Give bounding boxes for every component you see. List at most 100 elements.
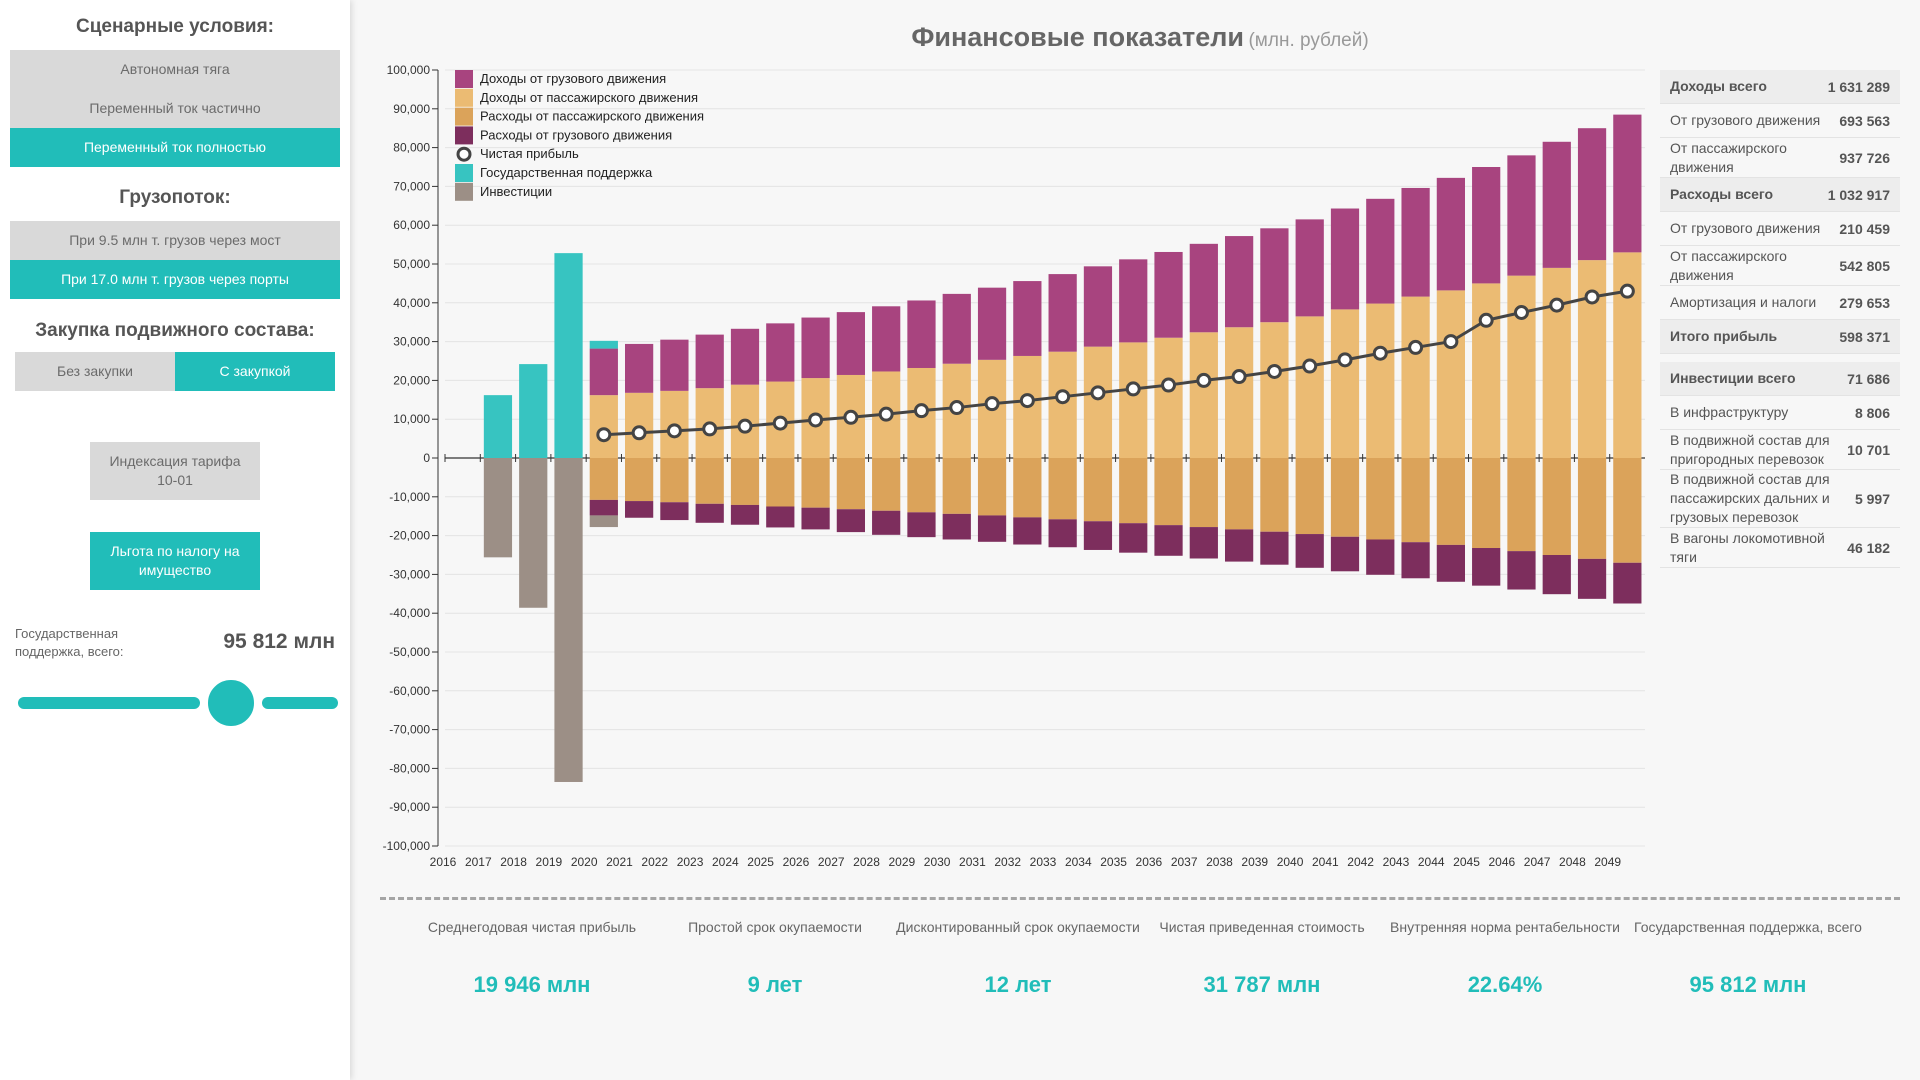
legend-swatch-investment [455,182,473,201]
bar-pass-expense [1083,458,1113,522]
bar-freight-income [836,312,865,375]
summary-row: Расходы всего 1 032 917 [1660,178,1900,212]
bar-freight-expense [1436,544,1465,582]
cargo-option-ports[interactable]: При 17.0 млн т. грузов через порты [10,260,340,299]
bar-pass-expense [1542,458,1571,555]
cargo-option-bridge[interactable]: При 9.5 млн т. грузов через мост [10,221,340,260]
kpi-label: Государственная поддержка, всего [1634,919,1862,935]
rolling-option-no-purchase[interactable]: Без закупки [15,352,175,391]
x-tick-label: 2043 [1383,855,1410,869]
bar-pass-income [1472,283,1501,458]
summary-value: 8 806 [1854,404,1890,421]
summary-label: От пассажирского движения [1670,247,1787,283]
profit-point [1161,377,1177,393]
bar-freight-income [1048,274,1077,352]
support-label: Государственная поддержка, всего: [15,626,124,659]
legend-label[interactable]: Доходы от пассажирского движения [480,90,698,105]
bar-pass-expense [1577,458,1607,559]
y-tick-label: 90,000 [393,102,430,116]
bar-freight-income [801,317,830,379]
x-tick-label: 2044 [1418,855,1445,869]
legend-label[interactable]: Чистая прибыль [480,146,579,161]
x-tick-label: 2042 [1347,855,1374,869]
legend-swatch-pass-income [455,88,473,107]
kpi-card: Простой срок окупаемости 9 лет [650,918,900,998]
summary-row: Инвестиции всего 71 686 [1660,362,1900,396]
summary-label: От пассажирского движения [1670,139,1787,175]
bar-freight-expense [1472,548,1501,586]
tariff-indexation-button[interactable]: Индексация тарифа 10-01 [90,442,260,500]
summary-value: 1 032 917 [1827,186,1890,203]
summary-label: В вагоны локомотивной тяги [1670,529,1825,565]
kpi-label: Среднегодовая чистая прибыль [427,919,637,935]
x-tick-label: 2030 [924,855,951,869]
legend-label[interactable]: Доходы от грузового движения [480,71,666,86]
legend-swatch-freight-expense [455,126,473,145]
bar-pass-expense [977,458,1007,516]
scenario-option-autonomous[interactable]: Автономная тяга [10,50,340,89]
rolling-heading: Закупка подвижного состава: [35,320,315,341]
profit-point [596,427,612,443]
bar-freight-expense [1613,562,1642,604]
bar-freight-income [872,306,901,372]
y-tick-label: -60,000 [389,684,430,698]
profit-point [1266,363,1282,379]
profit-point [1302,358,1318,374]
legend-label[interactable]: Расходы от пассажирского движения [480,109,704,124]
bar-freight-expense [1577,558,1607,599]
bar-freight-expense [836,509,865,533]
bar-pass-income [1366,303,1395,458]
property-tax-benefit-button[interactable]: Льгота по налогу на имущество [90,532,260,590]
bar-pass-income [589,395,618,458]
summary-row: В вагоны локомотивной тяги 46 182 [1660,528,1900,568]
scenario-option-ac-partial[interactable]: Переменный ток частично [10,89,340,128]
slider-knob[interactable] [205,677,257,729]
profit-point [1196,372,1212,388]
bar-investment [554,458,583,782]
y-tick-label: 20,000 [393,373,430,387]
profit-point [772,415,788,431]
scenario-option-ac-full[interactable]: Переменный ток полностью [10,128,340,167]
x-tick-label: 2027 [818,855,845,869]
kpi-label: Дисконтированный срок окупаемости [896,919,1140,935]
bar-pass-expense [1189,458,1218,528]
summary-row: Доходы всего 1 631 289 [1660,70,1900,104]
legend-label[interactable]: Расходы от грузового движения [480,127,672,142]
summary-row: В подвижной состав для пассажирских даль… [1660,470,1900,528]
bar-freight-expense [1542,555,1571,595]
bar-pass-expense [942,458,971,514]
x-tick-label: 2036 [1136,855,1163,869]
summary-label: Амортизация и налоги [1670,294,1817,310]
x-tick-label: 2032 [994,855,1021,869]
bar-freight-income [1013,281,1042,356]
x-tick-label: 2029 [888,855,915,869]
bar-freight-expense [1507,551,1536,590]
x-tick-label: 2026 [783,855,810,869]
bar-pass-income [1401,296,1430,458]
legend-label[interactable]: Государственная поддержка [480,165,653,180]
bar-freight-income [1613,114,1642,253]
kpi-label: Внутренняя норма рентабельности [1390,919,1620,935]
bar-freight-income [1260,228,1289,323]
profit-point [1619,283,1635,299]
rolling-option-purchase[interactable]: С закупкой [175,352,335,391]
kpi-value: 31 787 млн [1203,972,1321,997]
x-tick-label: 2037 [1171,855,1198,869]
summary-value: 1 631 289 [1827,78,1890,95]
summary-label: В подвижной состав для пригородных перев… [1670,431,1830,467]
profit-point [1513,305,1529,320]
y-tick-label: -80,000 [389,761,430,775]
bar-investment [589,515,618,528]
bar-freight-expense [1154,525,1183,556]
bar-freight-income [1119,259,1148,343]
slider-track-left[interactable] [18,697,200,709]
x-tick-label: 2028 [853,855,880,869]
bar-pass-income [1330,309,1360,458]
bar-freight-income [589,348,618,396]
legend-label[interactable]: Инвестиции [480,184,552,199]
profit-point [1408,339,1424,355]
bar-pass-expense [660,458,689,503]
slider-track-right[interactable] [262,697,338,709]
summary-label: Доходы всего [1670,78,1767,94]
bar-freight-expense [766,506,795,528]
